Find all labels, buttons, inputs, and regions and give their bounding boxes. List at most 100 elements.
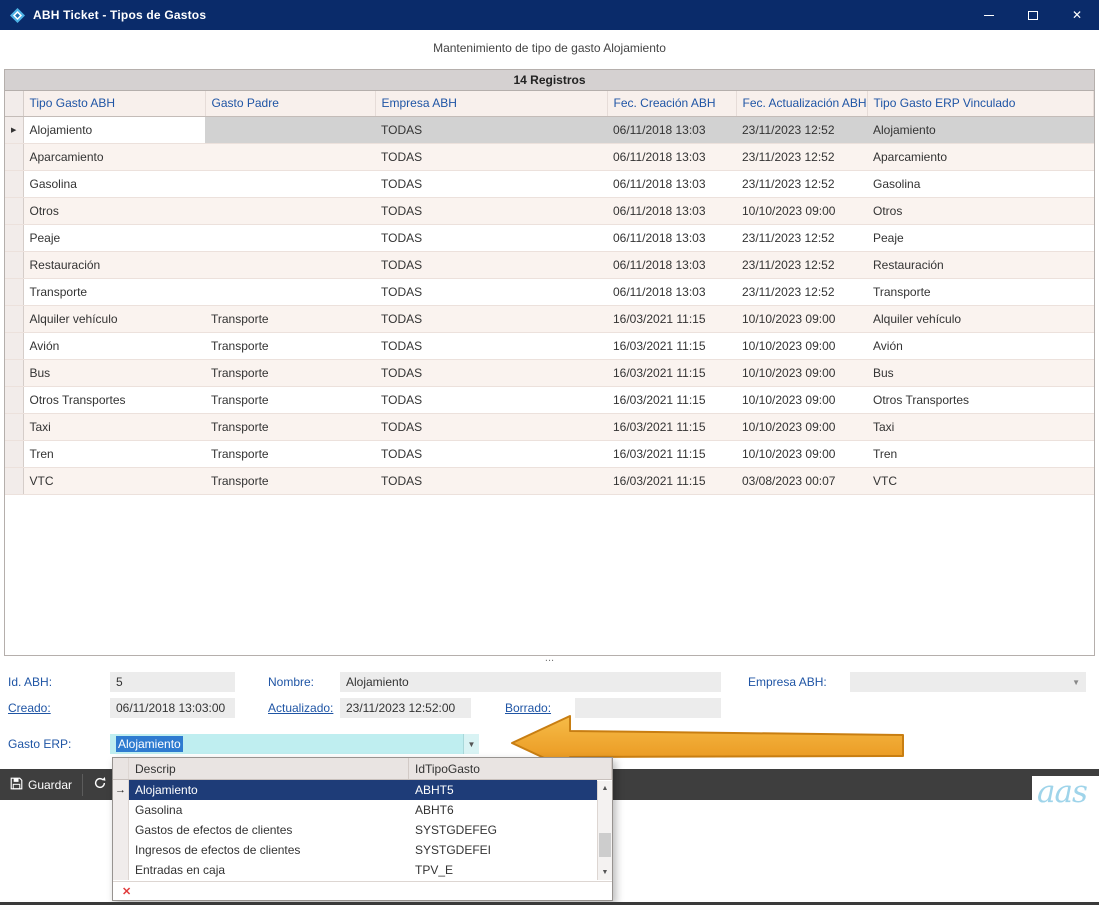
grid-cell-tipo[interactable]: Tren — [23, 440, 205, 468]
table-row[interactable]: Gasolina TODAS 06/11/2018 13:03 23/11/2023 … — [5, 170, 1094, 198]
grid-cell-creacion[interactable]: 06/11/2018 13:03 — [607, 116, 736, 144]
grid-cell-erp[interactable]: Peaje — [867, 224, 1094, 252]
gasto-erp-dropdown-button[interactable]: ▼ — [463, 734, 479, 754]
grid-cell-creacion[interactable]: 16/03/2021 11:15 — [607, 467, 736, 495]
grid-cell-erp[interactable]: VTC — [867, 467, 1094, 495]
actualizado-field[interactable]: 23/11/2023 12:52:00 — [340, 698, 471, 718]
maximize-button[interactable] — [1011, 0, 1055, 30]
grid-cell-empresa[interactable]: TODAS — [375, 413, 607, 441]
table-row[interactable]: Restauración TODAS 06/11/2018 13:03 23/11/2… — [5, 251, 1094, 279]
grid-cell-erp[interactable]: Aparcamiento — [867, 143, 1094, 171]
grid-cell-erp[interactable]: Avión — [867, 332, 1094, 360]
grid-cell-padre[interactable] — [205, 116, 375, 144]
grid-cell-actualizacion[interactable]: 10/10/2023 09:00 — [736, 197, 867, 225]
col-header-tipo-gasto-abh[interactable]: Tipo Gasto ABH — [23, 91, 206, 117]
grid-cell-tipo[interactable]: Gasolina — [23, 170, 205, 198]
grid-cell-padre[interactable]: Transporte — [205, 413, 375, 441]
grid-cell-tipo[interactable]: Bus — [23, 359, 205, 387]
borrado-field[interactable] — [575, 698, 721, 718]
grid-cell-actualizacion[interactable]: 03/08/2023 00:07 — [736, 467, 867, 495]
col-header-empresa-abh[interactable]: Empresa ABH — [375, 91, 608, 117]
dropdown-row[interactable]: Ingresos de efectos de clientes SYSTGDEFE… — [113, 840, 597, 860]
grid-cell-creacion[interactable]: 06/11/2018 13:03 — [607, 224, 736, 252]
grid-cell-creacion[interactable]: 16/03/2021 11:15 — [607, 305, 736, 333]
grid-cell-padre[interactable]: Transporte — [205, 359, 375, 387]
splitter-handle[interactable]: ... — [544, 652, 555, 664]
table-row[interactable]: Tren Transporte TODAS 16/03/2021 11:15 10/10… — [5, 440, 1094, 468]
scroll-thumb[interactable] — [599, 833, 611, 857]
grid-cell-empresa[interactable]: TODAS — [375, 143, 607, 171]
close-button[interactable]: ✕ — [1055, 0, 1099, 30]
dropdown-cell-idtipogasto[interactable]: ABHT6 — [415, 803, 454, 817]
col-header-fec-actualizacion[interactable]: Fec. Actualización ABH — [736, 91, 868, 117]
table-row[interactable]: Bus Transporte TODAS 16/03/2021 11:15 10/10/… — [5, 359, 1094, 387]
grid-cell-tipo[interactable]: Otros Transportes — [23, 386, 205, 414]
refresh-button[interactable] — [83, 769, 117, 800]
grid-cell-creacion[interactable]: 06/11/2018 13:03 — [607, 143, 736, 171]
table-row[interactable]: ▶ Alojamiento TODAS 06/11/2018 13:03 23/11/2… — [5, 116, 1094, 144]
clear-selection-button[interactable]: ✕ — [122, 885, 132, 898]
grid-cell-empresa[interactable]: TODAS — [375, 116, 607, 144]
grid-cell-padre[interactable]: Transporte — [205, 332, 375, 360]
popup-col-header-idtipogasto[interactable]: IdTipoGasto — [409, 758, 612, 779]
dropdown-cell-descrip[interactable]: Ingresos de efectos de clientes — [135, 843, 301, 857]
grid-cell-erp[interactable]: Alojamiento — [867, 116, 1094, 144]
grid-cell-tipo[interactable]: Avión — [23, 332, 205, 360]
grid-cell-empresa[interactable]: TODAS — [375, 278, 607, 306]
grid-cell-actualizacion[interactable]: 23/11/2023 12:52 — [736, 278, 867, 306]
dropdown-row[interactable]: Gasolina ABHT6 — [113, 800, 597, 820]
popup-scrollbar[interactable]: ▲ ▼ — [597, 781, 612, 880]
grid-cell-creacion[interactable]: 16/03/2021 11:15 — [607, 413, 736, 441]
grid-cell-padre[interactable]: Transporte — [205, 440, 375, 468]
grid-cell-erp[interactable]: Gasolina — [867, 170, 1094, 198]
dropdown-cell-descrip[interactable]: Alojamiento — [135, 783, 198, 797]
grid-cell-actualizacion[interactable]: 10/10/2023 09:00 — [736, 413, 867, 441]
grid-cell-actualizacion[interactable]: 23/11/2023 12:52 — [736, 170, 867, 198]
table-row[interactable]: Aparcamiento TODAS 06/11/2018 13:03 23/11/2… — [5, 143, 1094, 171]
table-row[interactable]: Otros Transportes Transporte TODAS 16/03/20… — [5, 386, 1094, 414]
dropdown-row[interactable]: → Alojamiento ABHT5 — [113, 780, 597, 800]
grid-cell-erp[interactable]: Alquiler vehículo — [867, 305, 1094, 333]
grid-cell-empresa[interactable]: TODAS — [375, 359, 607, 387]
grid-cell-creacion[interactable]: 06/11/2018 13:03 — [607, 278, 736, 306]
grid-cell-padre[interactable] — [205, 197, 375, 225]
grid-cell-padre[interactable] — [205, 170, 375, 198]
grid-cell-erp[interactable]: Bus — [867, 359, 1094, 387]
grid-cell-erp[interactable]: Transporte — [867, 278, 1094, 306]
grid-cell-padre[interactable] — [205, 251, 375, 279]
col-header-tipo-gasto-erp[interactable]: Tipo Gasto ERP Vinculado — [867, 91, 1094, 117]
creado-field[interactable]: 06/11/2018 13:03:00 — [110, 698, 235, 718]
grid-cell-tipo[interactable]: VTC — [23, 467, 205, 495]
table-row[interactable]: Transporte TODAS 06/11/2018 13:03 23/11/202… — [5, 278, 1094, 306]
grid-cell-empresa[interactable]: TODAS — [375, 251, 607, 279]
grid-cell-empresa[interactable]: TODAS — [375, 170, 607, 198]
grid-cell-tipo[interactable]: Transporte — [23, 278, 205, 306]
empresa-abh-combo[interactable]: ▼ — [850, 672, 1086, 692]
grid-cell-padre[interactable]: Transporte — [205, 305, 375, 333]
dropdown-row[interactable]: Entradas en caja TPV_E — [113, 860, 597, 880]
gasto-erp-combo[interactable]: Alojamiento ▼ — [110, 734, 479, 754]
grid-cell-tipo[interactable]: Aparcamiento — [23, 143, 205, 171]
grid-cell-creacion[interactable]: 16/03/2021 11:15 — [607, 332, 736, 360]
grid-cell-creacion[interactable]: 06/11/2018 13:03 — [607, 197, 736, 225]
grid-cell-actualizacion[interactable]: 23/11/2023 12:52 — [736, 143, 867, 171]
id-abh-field[interactable]: 5 — [110, 672, 235, 692]
grid-cell-tipo[interactable]: Taxi — [23, 413, 205, 441]
table-row[interactable]: Peaje TODAS 06/11/2018 13:03 23/11/2023 12:… — [5, 224, 1094, 252]
grid-cell-actualizacion[interactable]: 10/10/2023 09:00 — [736, 332, 867, 360]
table-row[interactable]: Taxi Transporte TODAS 16/03/2021 11:15 10/10… — [5, 413, 1094, 441]
scroll-down-button[interactable]: ▼ — [601, 869, 609, 876]
grid-cell-creacion[interactable]: 06/11/2018 13:03 — [607, 251, 736, 279]
grid-cell-padre[interactable] — [205, 278, 375, 306]
grid-cell-creacion[interactable]: 16/03/2021 11:15 — [607, 386, 736, 414]
popup-col-header-descrip[interactable]: Descrip — [129, 758, 409, 779]
grid-cell-erp[interactable]: Otros Transportes — [867, 386, 1094, 414]
grid-cell-creacion[interactable]: 16/03/2021 11:15 — [607, 359, 736, 387]
col-header-gasto-padre[interactable]: Gasto Padre — [205, 91, 376, 117]
grid-cell-tipo[interactable]: Peaje — [23, 224, 205, 252]
minimize-button[interactable] — [967, 0, 1011, 30]
grid-cell-padre[interactable] — [205, 143, 375, 171]
grid-cell-tipo[interactable]: Restauración — [23, 251, 205, 279]
grid-cell-tipo[interactable]: Alojamiento — [23, 116, 205, 144]
chevron-down-icon[interactable]: ▼ — [1072, 677, 1080, 687]
